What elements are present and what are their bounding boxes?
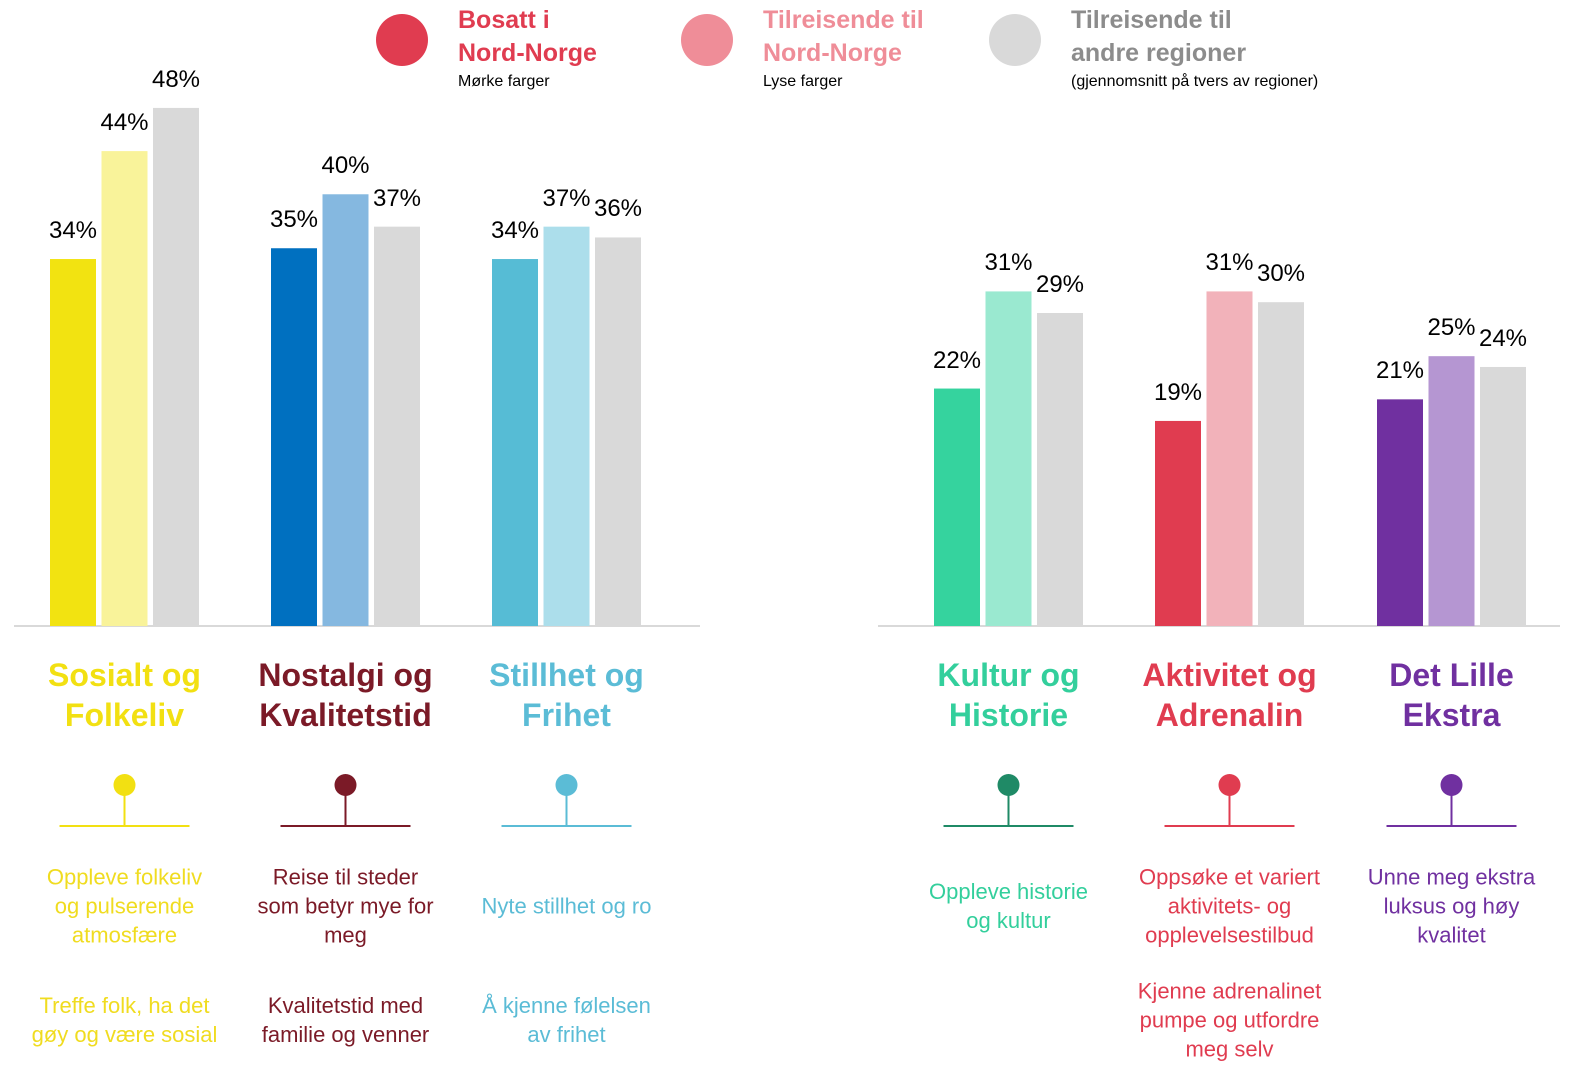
value-label: 48% [151, 65, 201, 93]
value-label: 40% [321, 152, 370, 180]
bar [595, 237, 641, 626]
pin-head [555, 774, 578, 796]
legend-note: Mørke farger [458, 73, 550, 90]
legend-note: (gjennomsnitt på tvers av regioner) [1071, 73, 1319, 90]
bar [1428, 356, 1475, 626]
value-label: 19% [1153, 378, 1203, 406]
legend-label: Bosatt i Nord-Norge [458, 6, 597, 67]
description: Kvalitetstid med familie og venner [261, 993, 430, 1047]
bar [101, 151, 148, 626]
category-title: Stillhet og Frihet [489, 657, 644, 733]
description: Unne meg ekstra luksus og høy kvalitet [1367, 864, 1536, 948]
value-label: 34% [48, 217, 98, 245]
description: Oppleve historie og kultur [929, 879, 1088, 933]
description: Reise til steder som betyr mye for meg [257, 864, 434, 948]
value-label: 44% [100, 109, 149, 137]
description: Oppsøke et variert aktivitets- og opplev… [1139, 864, 1320, 948]
legend-label: Tilreisende til andre regioner [1071, 6, 1247, 67]
pin-head [113, 774, 136, 796]
value-label: 29% [1035, 271, 1085, 298]
description: Å kjenne følelsen av frihet [482, 993, 651, 1047]
value-label: 25% [1427, 314, 1476, 342]
description: Kjenne adrenalinet pumpe og utfordre meg… [1137, 978, 1322, 1062]
pin-head [1218, 774, 1241, 796]
value-label: 37% [542, 184, 591, 212]
description: Nyte stillhet og ro [481, 893, 652, 919]
category-title: Nostalgi og Kvalitetstid [258, 657, 433, 733]
description: Oppleve folkeliv og pulserende atmosfære [46, 864, 203, 948]
value-label: 31% [984, 249, 1033, 277]
bar [1377, 399, 1423, 626]
value-label: 24% [1478, 324, 1528, 352]
bar [50, 259, 96, 626]
bar [985, 291, 1032, 626]
category-title: Det Lille Ekstra [1389, 657, 1514, 733]
legend-marker [681, 14, 733, 66]
value-label: 37% [372, 184, 422, 212]
value-label: 36% [593, 195, 643, 223]
legend-marker [989, 14, 1041, 66]
pin-head [334, 774, 357, 796]
category-title: Aktivitet og Adrenalin [1142, 657, 1317, 733]
bar [374, 226, 420, 627]
bar [1480, 366, 1526, 626]
legend-marker [376, 14, 428, 66]
bar [543, 226, 590, 627]
bar [1206, 291, 1253, 626]
value-label: 35% [269, 206, 319, 234]
bar [1155, 420, 1201, 626]
pin-head [997, 774, 1020, 796]
bar [934, 388, 980, 626]
bar [153, 107, 199, 627]
bar [271, 248, 317, 626]
category-title: Sosialt og Folkeliv [48, 657, 201, 733]
bar [1258, 302, 1304, 626]
pin-head [1440, 774, 1463, 796]
value-label: 30% [1256, 260, 1306, 288]
value-label: 34% [490, 217, 540, 245]
bar [492, 259, 538, 626]
legend-label: Tilreisende til Nord-Norge [763, 6, 924, 67]
bar [1037, 313, 1083, 626]
value-label: 21% [1375, 357, 1425, 385]
bar [322, 194, 369, 626]
value-label: 31% [1205, 249, 1254, 277]
value-label: 22% [932, 346, 982, 374]
description: Treffe folk, ha det gøy og være sosial [31, 993, 218, 1047]
category-title: Kultur og Historie [937, 657, 1080, 733]
legend-note: Lyse farger [763, 73, 843, 90]
